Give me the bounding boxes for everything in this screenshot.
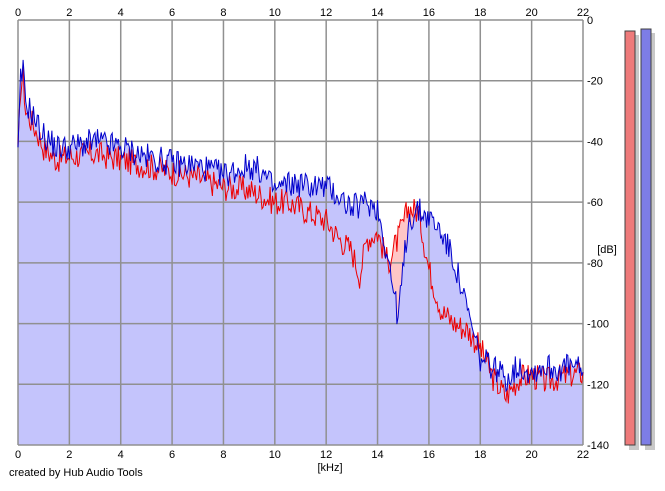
x-tick-label-top: 20 (526, 7, 538, 19)
spectrum-fills (18, 59, 583, 446)
x-tick-label-bottom: 10 (269, 449, 281, 461)
x-tick-label-top: 10 (269, 7, 281, 19)
x-tick-label-top: 6 (169, 7, 175, 19)
y-tick-label: -60 (587, 197, 603, 209)
tick-labels: 002244668810101212141416161818202022220-… (15, 7, 609, 461)
x-tick-label-bottom: 4 (118, 449, 124, 461)
y-tick-label: -40 (587, 136, 603, 148)
meter-blue (640, 28, 652, 446)
y-tick-label: -20 (587, 76, 603, 88)
x-tick-label-top: 0 (15, 7, 21, 19)
x-tick-label-top: 8 (220, 7, 226, 19)
series-line-red (17, 63, 584, 404)
x-tick-label-top: 2 (66, 7, 72, 19)
x-tick-label-top: 4 (118, 7, 124, 19)
x-tick-label-top: 12 (320, 7, 332, 19)
meter-red (624, 30, 636, 446)
y-tick-label: -120 (587, 379, 609, 391)
x-tick-label-bottom: 20 (526, 449, 538, 461)
x-tick-label-top: 22 (577, 7, 589, 19)
x-tick-label-bottom: 14 (371, 449, 383, 461)
series-line-blue (17, 59, 584, 393)
x-tick-label-bottom: 16 (423, 449, 435, 461)
x-tick-label-top: 14 (371, 7, 383, 19)
x-tick-label-top: 18 (474, 7, 486, 19)
spectrum-lines (17, 59, 584, 404)
y-axis-label: [dB] (597, 244, 617, 256)
x-tick-label-bottom: 0 (15, 449, 21, 461)
x-tick-label-top: 16 (423, 7, 435, 19)
x-tick-label-bottom: 12 (320, 449, 332, 461)
y-tick-label: -80 (587, 258, 603, 270)
x-tick-label-bottom: 8 (220, 449, 226, 461)
x-tick-label-bottom: 22 (577, 449, 589, 461)
level-meters (624, 28, 655, 450)
credit-text: created by Hub Audio Tools (9, 467, 143, 479)
series-fill-blue (18, 59, 583, 446)
y-tick-label: -140 (587, 440, 609, 452)
grid-lines (17, 19, 584, 446)
x-tick-label-bottom: 6 (169, 449, 175, 461)
x-tick-label-bottom: 18 (474, 449, 486, 461)
y-tick-label: 0 (587, 15, 593, 27)
y-tick-label: -100 (587, 319, 609, 331)
x-axis-label: [kHz] (317, 462, 342, 474)
x-tick-label-bottom: 2 (66, 449, 72, 461)
